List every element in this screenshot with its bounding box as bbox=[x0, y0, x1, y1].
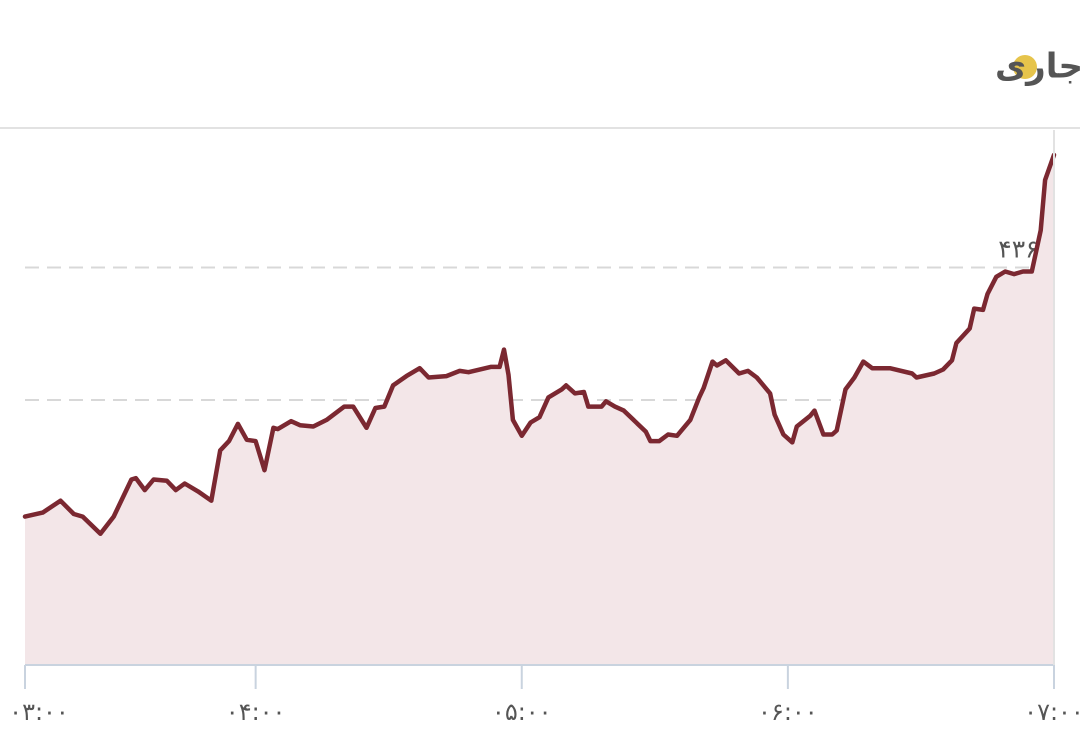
title-dot bbox=[1013, 55, 1037, 79]
x-tick-label: ۰۶:۰۰ bbox=[758, 698, 818, 726]
x-tick-label: ۰۵:۰۰ bbox=[492, 698, 552, 726]
x-tick-label: ۰۴:۰۰ bbox=[226, 698, 286, 726]
area bbox=[25, 154, 1054, 665]
x-tick-label: ۰۳:۰۰ bbox=[9, 698, 69, 726]
line bbox=[22, 152, 1057, 537]
plot: ۴۳۳۰۴۳۴۰۴۳۵۰۴۳۶۰۰۳:۰۰۰۴:۰۰۰۵:۰۰۰۶:۰۰۰۷:۰… bbox=[9, 130, 1080, 726]
chart-title: نوسانات انس طلا در روز جاری bbox=[995, 47, 1080, 87]
x-tick-label: ۰۷:۰۰ bbox=[1024, 698, 1080, 726]
